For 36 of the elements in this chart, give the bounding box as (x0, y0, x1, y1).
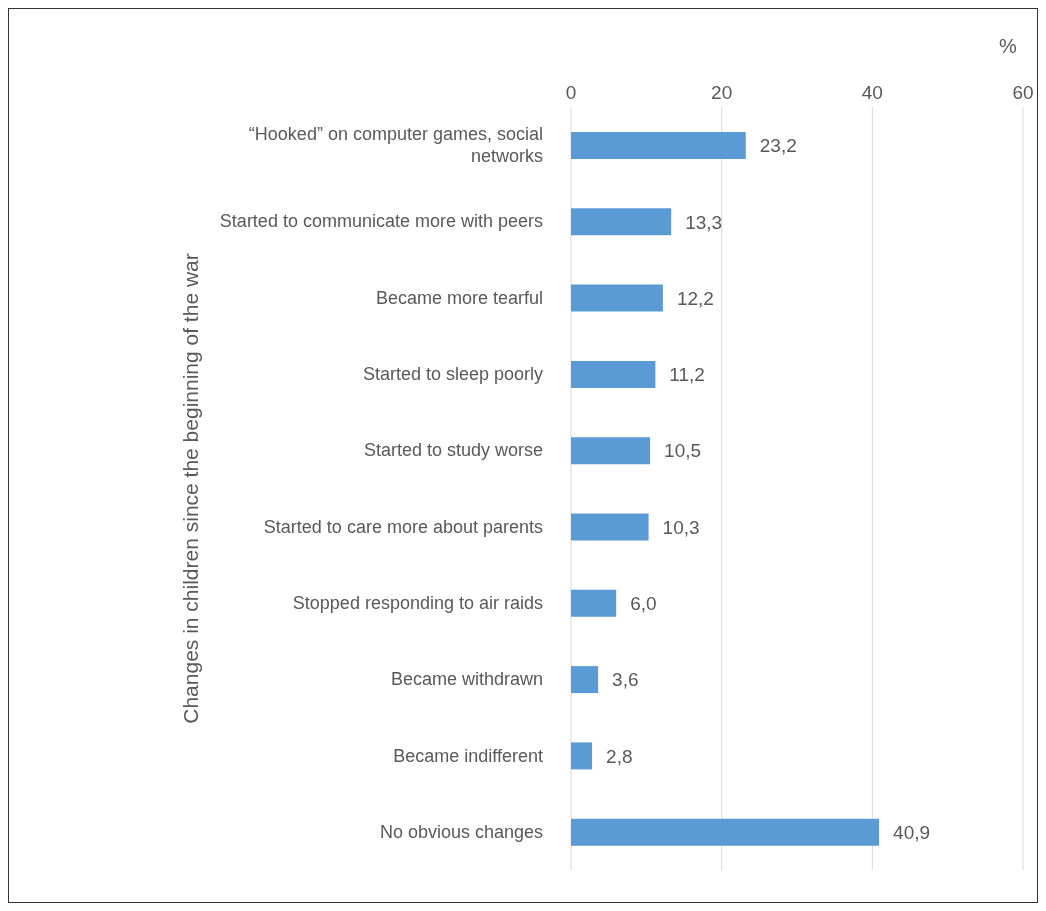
bar (571, 589, 617, 617)
y-tick-label: No obvious changes (379, 821, 543, 842)
bar (571, 208, 672, 236)
x-tick-label: 20 (711, 82, 733, 103)
y-tick-label: Became more tearful (375, 287, 543, 308)
y-tick-label: Stopped responding to air raids (292, 592, 543, 613)
data-label: 12,2 (676, 287, 714, 309)
y-tick-label: Became withdrawn (390, 669, 543, 690)
bar (571, 818, 880, 846)
bar (571, 284, 663, 312)
data-label: 3,6 (612, 669, 639, 691)
data-label: 10,3 (662, 516, 700, 538)
bar (571, 742, 593, 770)
y-tick-label: “Hooked” on computer games, social networks (248, 124, 543, 167)
y-tick-label: Started to study worse (363, 440, 543, 461)
y-tick-label: Became indifferent (393, 745, 543, 766)
bar (571, 437, 651, 465)
bar (571, 666, 599, 694)
data-label: 6,0 (630, 593, 657, 615)
y-tick-label: Started to sleep poorly (362, 364, 543, 385)
y-axis-title: Changes in children since the beginning of the war (179, 253, 203, 724)
data-label: 23,2 (759, 135, 797, 157)
data-label: 40,9 (893, 821, 931, 843)
y-tick-label: Started to communicate more with peers (219, 211, 543, 232)
x-axis-title: % (999, 35, 1017, 58)
x-tick-label: 60 (1012, 82, 1034, 103)
data-label: 13,3 (685, 211, 723, 233)
data-label: 2,8 (606, 745, 633, 767)
x-tick-label: 0 (565, 82, 577, 103)
y-tick-label: Started to care more about parents (263, 516, 543, 537)
data-label: 10,5 (664, 440, 702, 462)
bar (571, 513, 649, 541)
bar (571, 132, 746, 159)
bar (571, 360, 656, 388)
data-label: 11,2 (669, 364, 705, 386)
x-tick-label: 40 (861, 82, 883, 103)
